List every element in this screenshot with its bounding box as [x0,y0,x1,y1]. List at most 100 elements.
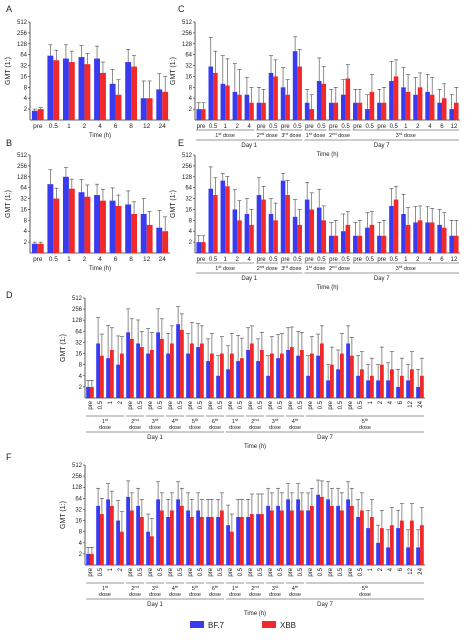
bar-bf7 [328,235,334,253]
x-tick-label: pre [248,400,254,409]
bar-xbb [100,200,106,253]
bar-bf7 [256,514,260,565]
day-label: Day 7 [317,435,333,441]
group-label: 5th [192,417,198,426]
x-tick-label: pre [329,257,338,263]
bar-bf7 [336,505,340,565]
group-label: 3rd [152,417,159,426]
bar-bf7 [116,364,120,398]
bar-bf7 [406,380,410,398]
bar-xbb [340,510,344,565]
y-tick-label: 16 [75,519,82,525]
x-tick-label: 0.5 [218,567,224,576]
y-tick-label: 128 [182,42,193,48]
bar-xbb [90,386,94,398]
bar-xbb [393,76,399,120]
x-tick-label: 0.5 [98,567,104,576]
panel-label: E [178,138,184,148]
x-tick-label: 6 [440,257,444,263]
x-tick-label: 0.5 [138,400,144,409]
bar-xbb [309,209,315,253]
x-tick-label: pre [353,257,362,263]
day-label: Day 1 [147,435,163,441]
group-label: 2nd dose [257,131,278,140]
bar-bf7 [208,188,214,253]
y-tick-label: 4 [24,96,28,102]
group-label: 5th [192,584,198,593]
bar-xbb [417,220,423,253]
bar-bf7 [109,200,116,253]
bar-xbb [225,186,230,253]
x-tick-label: pre [268,567,274,576]
bar-xbb [441,98,447,120]
x-tick-label: 0.5 [298,567,304,576]
x-tick-label: 0.5 [358,400,364,409]
group-label-word: dose [169,592,181,598]
bar-xbb [249,102,254,120]
bar-bf7 [256,102,262,120]
bar-xbb [120,531,124,565]
bar-xbb [280,510,284,565]
x-tick-label: 0.5 [278,567,284,576]
x-tick-label: 2 [416,124,420,130]
x-tick-label: 6 [398,567,404,571]
bar-bf7 [116,520,120,565]
y-tick-label: 2 [189,240,193,246]
bar-xbb [240,358,244,398]
bar-xbb [310,505,314,565]
y-tick-label: 64 [20,186,27,192]
bar-bf7 [365,227,370,253]
x-tick-label: 0.5 [365,257,374,263]
bar-xbb [170,510,174,565]
bar-bf7 [377,235,382,253]
bar-bf7 [232,209,238,253]
bar-xbb [381,102,387,120]
x-tick-label: pre [353,124,362,130]
bar-bf7 [226,369,230,398]
x-tick-label: 4 [388,400,394,404]
group-label: 2nd dose [329,264,350,273]
bar-bf7 [206,361,210,398]
group-label-word: dose [269,425,281,431]
y-tick-label: 128 [72,318,83,324]
group-label-word: dose [289,592,301,598]
group-label: 2nd dose [257,264,278,273]
y-tick-label: 64 [75,329,82,335]
bar-xbb [210,353,214,398]
bar-xbb [380,528,384,565]
x-tick-label: 1 [108,567,114,571]
x-tick-label: 2 [83,123,87,130]
bar-bf7 [125,204,132,253]
x-tick-label: pre [377,257,386,263]
group-label: 2nd [251,417,259,426]
group-label: 4th [292,584,298,593]
bar-bf7 [376,542,380,565]
x-tick-label: 0.5 [198,400,204,409]
x-tick-label: pre [33,123,43,130]
bar-xbb [115,205,122,253]
panel-label: B [6,138,12,148]
x-tick-label: pre [228,567,234,576]
x-tick-label: 12 [143,256,151,263]
bar-bf7 [336,369,340,398]
bar-bf7 [340,94,346,120]
bar-bf7 [246,516,250,565]
x-tick-label: 4 [248,257,252,263]
y-tick-label: 8 [24,85,28,91]
bar-xbb [370,516,374,565]
y-tick-label: 32 [185,197,192,203]
y-tick-label: 128 [17,42,28,48]
y-tick-label: 2 [24,107,28,113]
y-tick-label: 8 [79,530,83,536]
group-label: 5th [362,584,368,593]
x-tick-label: pre [188,400,194,409]
group-label-word: dose [169,425,181,431]
bar-xbb [320,343,324,398]
bar-xbb [321,83,327,120]
y-tick-label: 16 [185,207,192,213]
bar-xbb [453,235,459,253]
x-tick-label: pre [281,257,290,263]
bar-bf7 [31,243,38,253]
